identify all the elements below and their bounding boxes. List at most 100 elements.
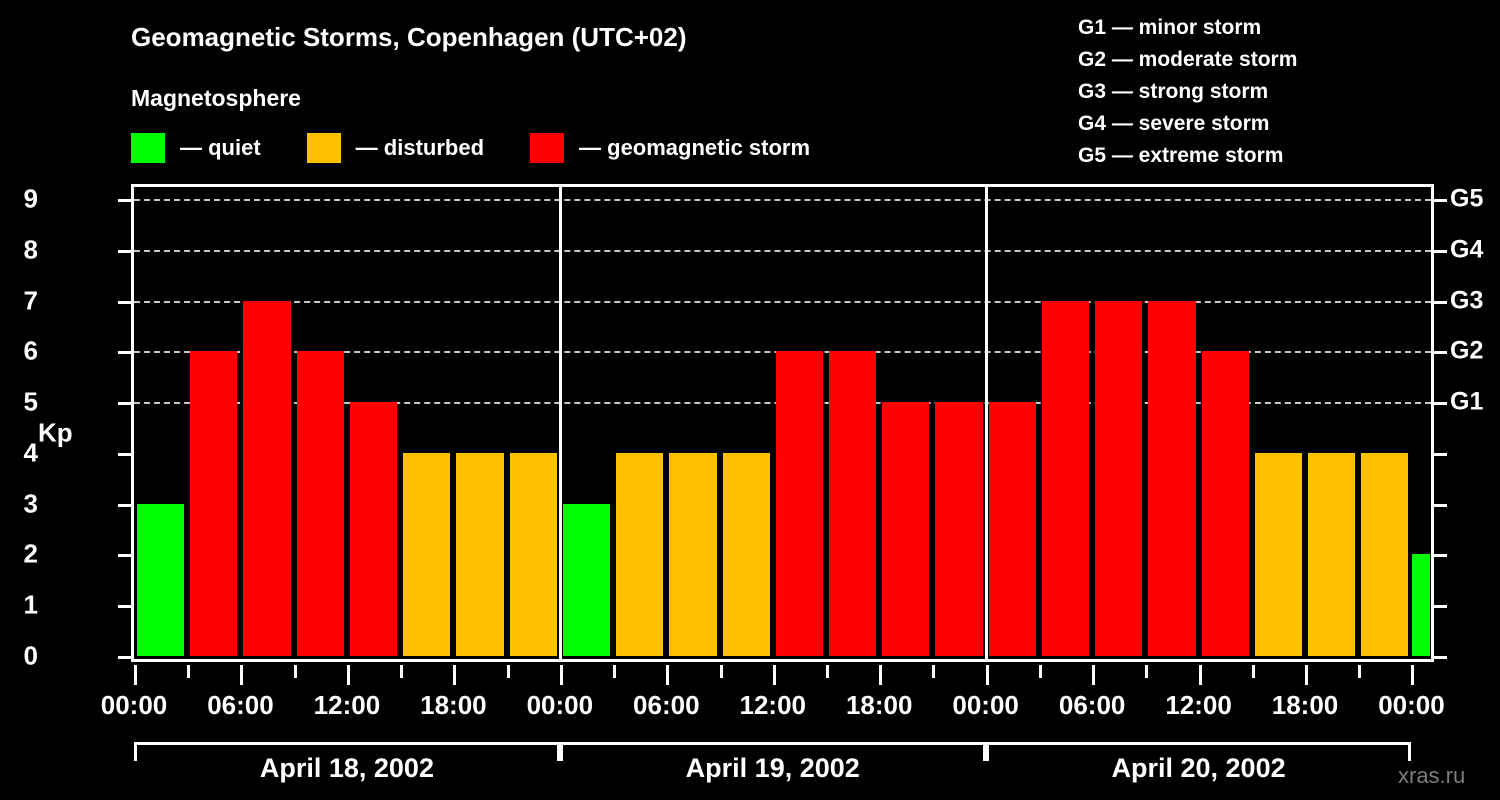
g-legend-item: G4 — severe storm	[1078, 112, 1270, 135]
x-tick-mark	[559, 665, 563, 685]
g-legend-item: G3 — strong storm	[1078, 80, 1269, 103]
bar[interactable]	[1361, 452, 1409, 656]
green-square-icon	[131, 133, 165, 163]
chart-subtitle: Magnetosphere	[131, 85, 301, 111]
legend-item-label: — geomagnetic storm	[579, 135, 811, 160]
y-tick-label: 0	[23, 640, 38, 671]
legend-item[interactable]: — disturbed	[306, 133, 485, 163]
legend-item[interactable]: — geomagnetic storm	[530, 133, 810, 163]
gridline-kp-7	[134, 300, 1431, 303]
bar[interactable]	[1095, 300, 1143, 656]
x-tick-label: 06:00	[633, 690, 700, 720]
g-minor-tick-mark	[1434, 503, 1447, 507]
g-tick-label: G5	[1450, 184, 1484, 213]
x-tick-mark	[240, 665, 244, 685]
plot-area	[131, 184, 1434, 662]
bar[interactable]	[1041, 300, 1090, 656]
x-tick-mark	[1358, 665, 1362, 678]
y-tick-label: 1	[23, 589, 38, 620]
x-tick-label: 00:00	[952, 690, 1019, 720]
day-bracket	[985, 742, 1412, 761]
bar[interactable]	[935, 402, 983, 656]
bar[interactable]	[296, 351, 344, 656]
y-axis-title: Kp	[38, 417, 73, 448]
x-tick-label: 00:00	[1378, 690, 1445, 720]
x-tick-label: 06:00	[207, 690, 274, 720]
y-tick-mark	[118, 554, 131, 558]
bar[interactable]	[722, 452, 770, 656]
bar[interactable]	[137, 503, 185, 656]
x-tick-mark	[1198, 665, 1202, 685]
page-title: Geomagnetic Storms, Copenhagen (UTC+02)	[131, 22, 687, 52]
bar[interactable]	[1412, 554, 1430, 656]
legend-item[interactable]: — quiet	[131, 133, 261, 163]
bar[interactable]	[509, 452, 557, 656]
g-legend-item: G1 — minor storm	[1078, 16, 1262, 39]
bar[interactable]	[828, 351, 877, 656]
x-tick-mark	[1092, 665, 1096, 685]
x-tick-mark	[772, 665, 776, 685]
x-tick-mark	[719, 665, 723, 678]
orange-square-icon	[306, 133, 341, 163]
g-minor-tick-mark	[1434, 656, 1447, 659]
y-tick-mark	[118, 300, 131, 304]
bar[interactable]	[243, 300, 291, 656]
x-tick-label: 12:00	[313, 690, 381, 720]
bar[interactable]	[349, 402, 398, 656]
g-minor-tick-mark	[1434, 605, 1447, 609]
bar[interactable]	[1148, 300, 1196, 656]
x-tick-mark	[506, 665, 510, 678]
legend-item-label: — quiet	[180, 135, 261, 160]
y-tick-mark	[118, 402, 131, 406]
y-tick-label: 2	[23, 538, 38, 569]
g-tick-mark	[1434, 351, 1447, 355]
g-legend-item: G2 — moderate storm	[1078, 48, 1298, 71]
x-tick-label: 18:00	[420, 690, 487, 720]
day-label: April 18, 2002	[259, 753, 434, 783]
plot-inner	[134, 187, 1431, 659]
x-tick-label: 00:00	[526, 690, 594, 720]
day-separator-1	[558, 187, 562, 659]
x-tick-mark	[1251, 665, 1255, 678]
x-tick-mark	[879, 665, 883, 685]
x-tick-mark	[825, 665, 829, 678]
y-tick-label: 5	[23, 386, 38, 417]
g-tick-label: G1	[1450, 387, 1484, 416]
bar[interactable]	[1308, 452, 1356, 656]
x-tick-mark	[187, 665, 191, 678]
g-legend-item: G5 — extreme storm	[1078, 144, 1284, 167]
bar[interactable]	[988, 402, 1036, 656]
y-tick-label: 3	[23, 488, 38, 519]
x-tick-mark	[293, 665, 297, 678]
bar[interactable]	[882, 402, 930, 656]
bar[interactable]	[775, 351, 823, 656]
y-tick-label: 4	[23, 437, 38, 468]
y-tick-mark	[118, 351, 131, 355]
x-tick-label: 18:00	[845, 690, 913, 720]
legend-item-label: — disturbed	[355, 135, 485, 160]
y-tick-mark	[118, 249, 131, 253]
x-tick-mark	[985, 665, 989, 685]
bar[interactable]	[669, 452, 717, 656]
x-tick-mark	[1305, 665, 1309, 685]
bar[interactable]	[616, 452, 664, 656]
x-tick-mark	[134, 665, 137, 685]
g-tick-mark	[1434, 402, 1447, 406]
g-scale-legend: G1 — minor storm G2 — moderate storm G3 — …	[1078, 12, 1297, 172]
bar[interactable]	[190, 351, 238, 656]
bar[interactable]	[403, 452, 451, 656]
bar[interactable]	[1201, 351, 1249, 656]
g-tick-label: G4	[1450, 235, 1484, 264]
bar[interactable]	[1254, 452, 1303, 656]
g-minor-tick-mark	[1434, 554, 1447, 558]
x-tick-mark	[1145, 665, 1149, 678]
y-tick-mark	[118, 199, 131, 202]
day-label: April 20, 2002	[1111, 753, 1286, 783]
bar[interactable]	[456, 452, 504, 656]
y-tick-mark	[118, 605, 131, 609]
color-legend: — quiet — disturbed — geomagnetic storm	[131, 133, 856, 163]
x-tick-mark	[1038, 665, 1042, 678]
bar[interactable]	[562, 503, 611, 656]
gridline-kp-9	[134, 199, 1431, 201]
y-tick-mark	[118, 656, 131, 659]
